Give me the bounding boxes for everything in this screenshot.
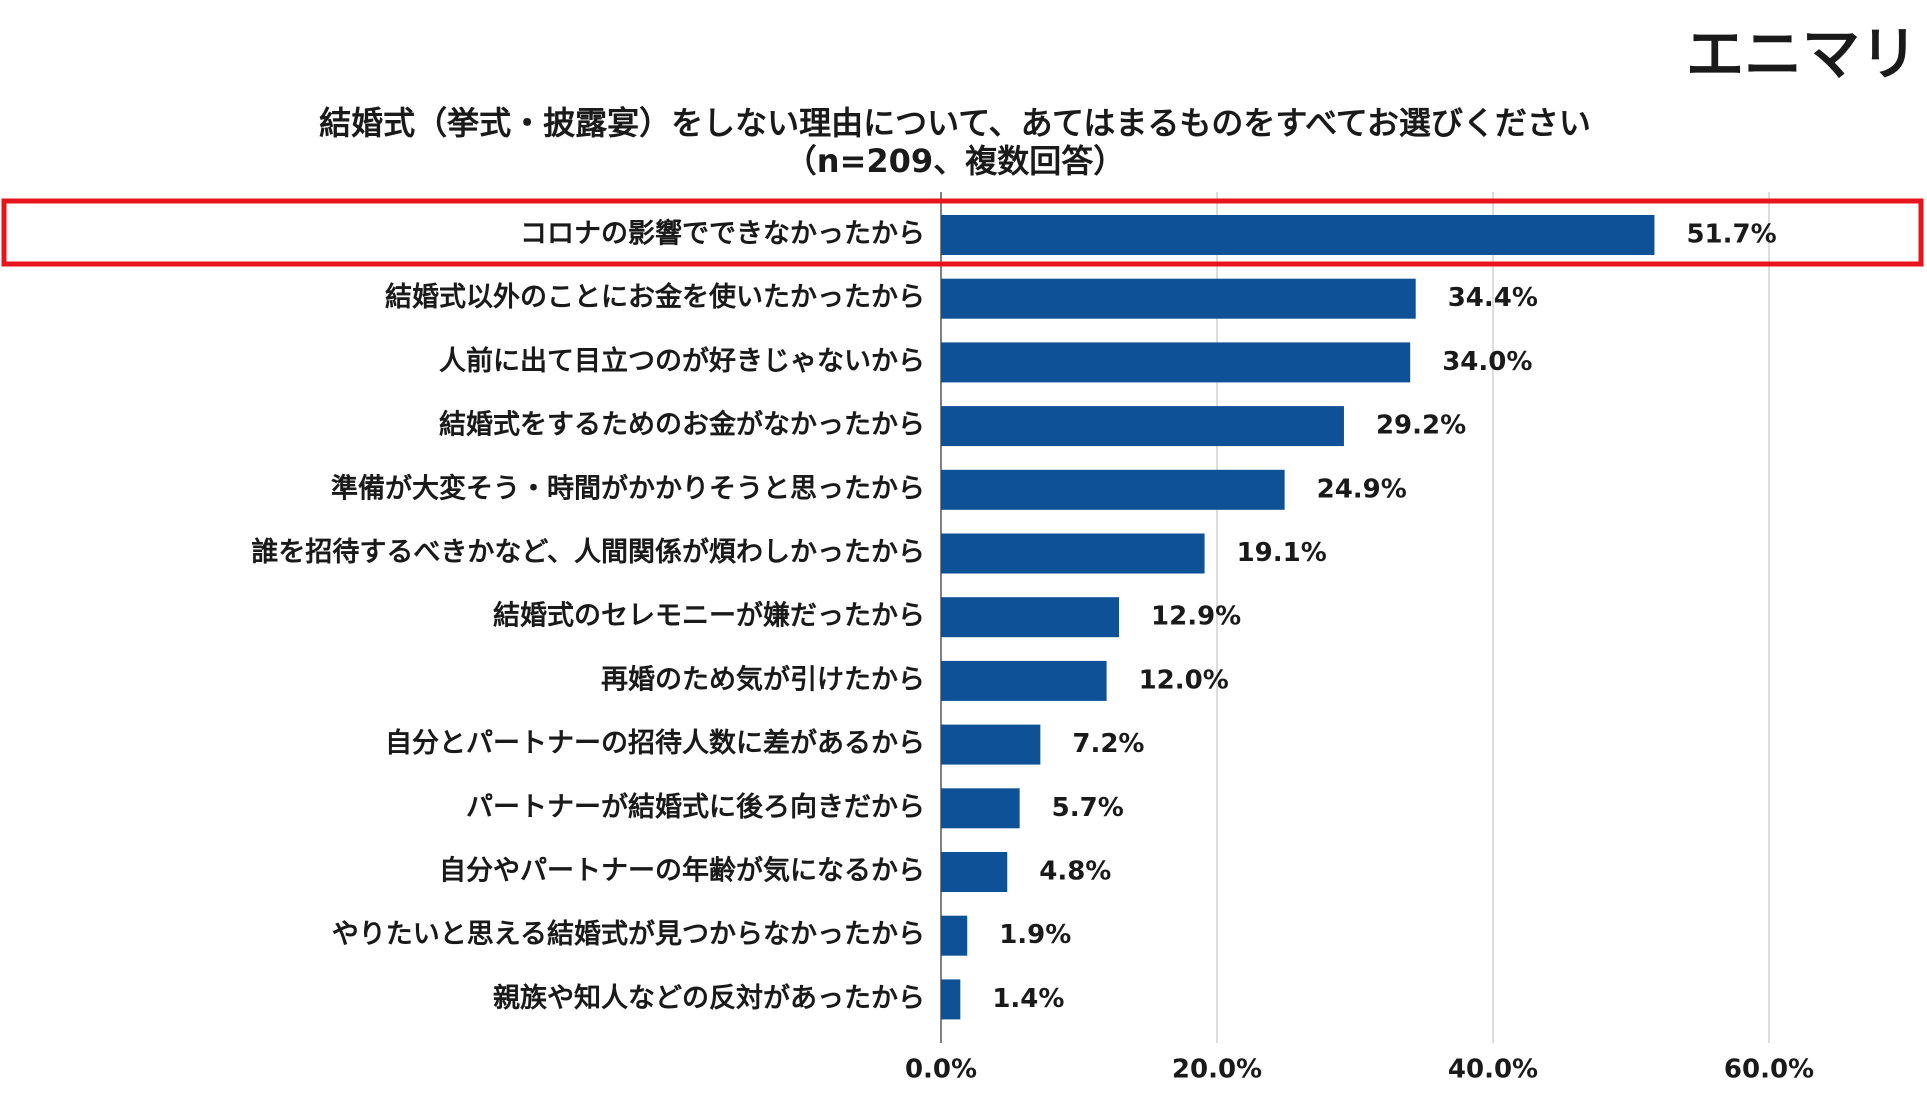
value-label: 1.4%: [992, 984, 1064, 1014]
highlight-box: [1, 198, 1924, 267]
bar: [941, 342, 1411, 383]
bar: [941, 660, 1107, 701]
x-tick-label: 0.0%: [905, 1055, 977, 1085]
category-label: 再婚のため気が引けたから: [601, 663, 925, 695]
bar: [941, 278, 1416, 319]
bar: [941, 406, 1344, 447]
value-label: 7.2%: [1072, 729, 1144, 759]
chart-subtitle: （n=209、複数回答）: [785, 142, 1125, 180]
category-label: やりたいと思える結婚式が見つからなかったから: [332, 918, 925, 950]
value-label: 12.9%: [1151, 602, 1241, 632]
category-label: 誰を招待するべきかなど、人間関係が煩わしかったから: [251, 536, 925, 568]
value-label: 24.9%: [1317, 474, 1407, 504]
chart-title: 結婚式（挙式・披露宴）をしない理由について、あてはまるものをすべてお選びください: [319, 104, 1591, 142]
value-label: 51.7%: [1686, 220, 1776, 250]
bar: [941, 533, 1205, 574]
category-label: 結婚式をするためのお金がなかったから: [439, 409, 925, 441]
x-tick-label: 40.0%: [1448, 1055, 1538, 1085]
value-label: 4.8%: [1039, 857, 1111, 887]
category-label: コロナの影響でできなかったから: [520, 218, 925, 250]
category-label: 自分とパートナーの招待人数に差があるから: [385, 727, 925, 759]
value-label: 12.0%: [1139, 665, 1229, 695]
bar: [941, 915, 968, 956]
category-label: 親族や知人などの反対があったから: [493, 982, 925, 1014]
value-label: 29.2%: [1376, 411, 1466, 441]
value-label: 34.4%: [1448, 283, 1538, 313]
bar: [941, 852, 1008, 892]
bar: [941, 597, 1120, 638]
category-label: 結婚式以外のことにお金を使いたかったから: [385, 281, 925, 313]
x-tick-label: 20.0%: [1172, 1055, 1262, 1085]
category-label: 準備が大変そう・時間がかかりそうと思ったから: [331, 472, 925, 504]
category-label: 人前に出て目立つのが好きじゃないから: [439, 345, 925, 377]
bar: [941, 215, 1655, 255]
bar: [941, 979, 961, 1020]
value-label: 34.0%: [1442, 347, 1532, 377]
category-label: 結婚式のセレモニーが嫌だったから: [493, 600, 925, 632]
value-label: 1.9%: [999, 920, 1071, 950]
bar: [941, 788, 1020, 829]
brand-logo: エニマリ: [1686, 20, 1918, 88]
category-label: 自分やパートナーの年齢が気になるから: [439, 855, 925, 887]
x-tick-label: 60.0%: [1724, 1055, 1814, 1085]
category-label: パートナーが結婚式に後ろ向きだから: [466, 791, 925, 823]
bar: [941, 724, 1041, 765]
value-label: 19.1%: [1237, 538, 1327, 568]
bar: [941, 469, 1285, 510]
value-label: 5.7%: [1052, 793, 1124, 823]
